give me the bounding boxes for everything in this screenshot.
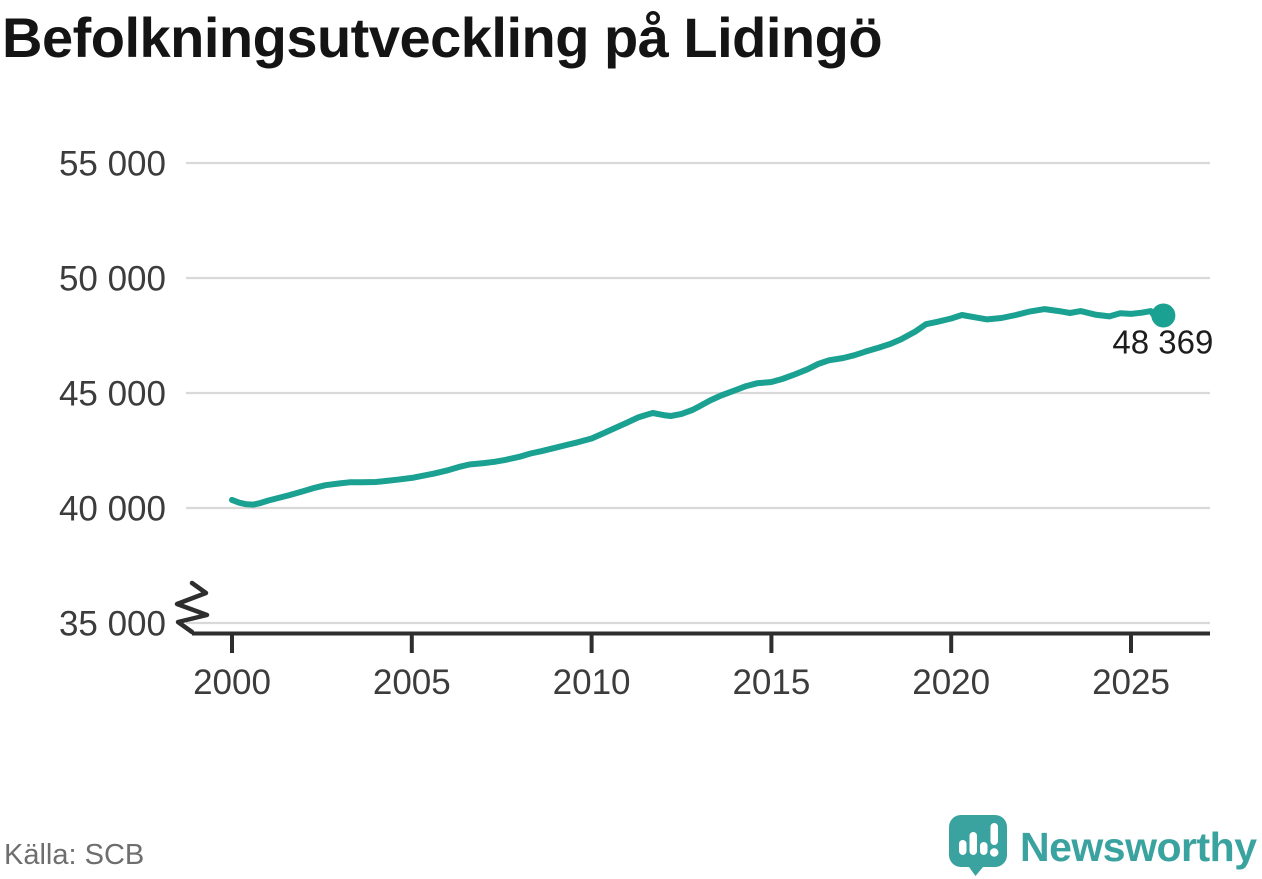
y-tick-label: 35 000 [59, 605, 166, 644]
x-tick-label: 2020 [912, 663, 990, 702]
source-note: Källa: SCB [4, 839, 145, 871]
x-tick-label: 2000 [193, 663, 271, 702]
x-tick-label: 2025 [1092, 663, 1170, 702]
chart-title: Befolkningsutveckling på Lidingö [2, 6, 883, 69]
axis-break-icon [174, 580, 210, 635]
newsworthy-logo: Newsworthy [946, 813, 1257, 879]
latest-value-label: 48 369 [1112, 324, 1213, 361]
x-tick-label: 2015 [732, 663, 810, 702]
y-tick-label: 50 000 [59, 260, 166, 299]
y-tick-label: 55 000 [59, 145, 166, 184]
newsworthy-speech-bubble-bar-chart-icon [946, 813, 1010, 879]
y-tick-label: 45 000 [59, 375, 166, 414]
y-tick-label: 40 000 [59, 490, 166, 529]
population-line [229, 306, 1167, 508]
x-tick-label: 2005 [373, 663, 451, 702]
x-tick-label: 2010 [553, 663, 631, 702]
newsworthy-wordmark: Newsworthy [1020, 824, 1257, 870]
latest-point-marker [1151, 303, 1176, 328]
